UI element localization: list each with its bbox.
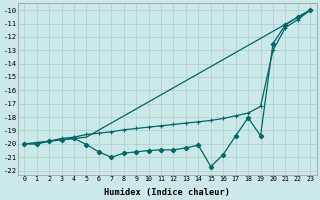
X-axis label: Humidex (Indice chaleur): Humidex (Indice chaleur) [104,188,230,197]
